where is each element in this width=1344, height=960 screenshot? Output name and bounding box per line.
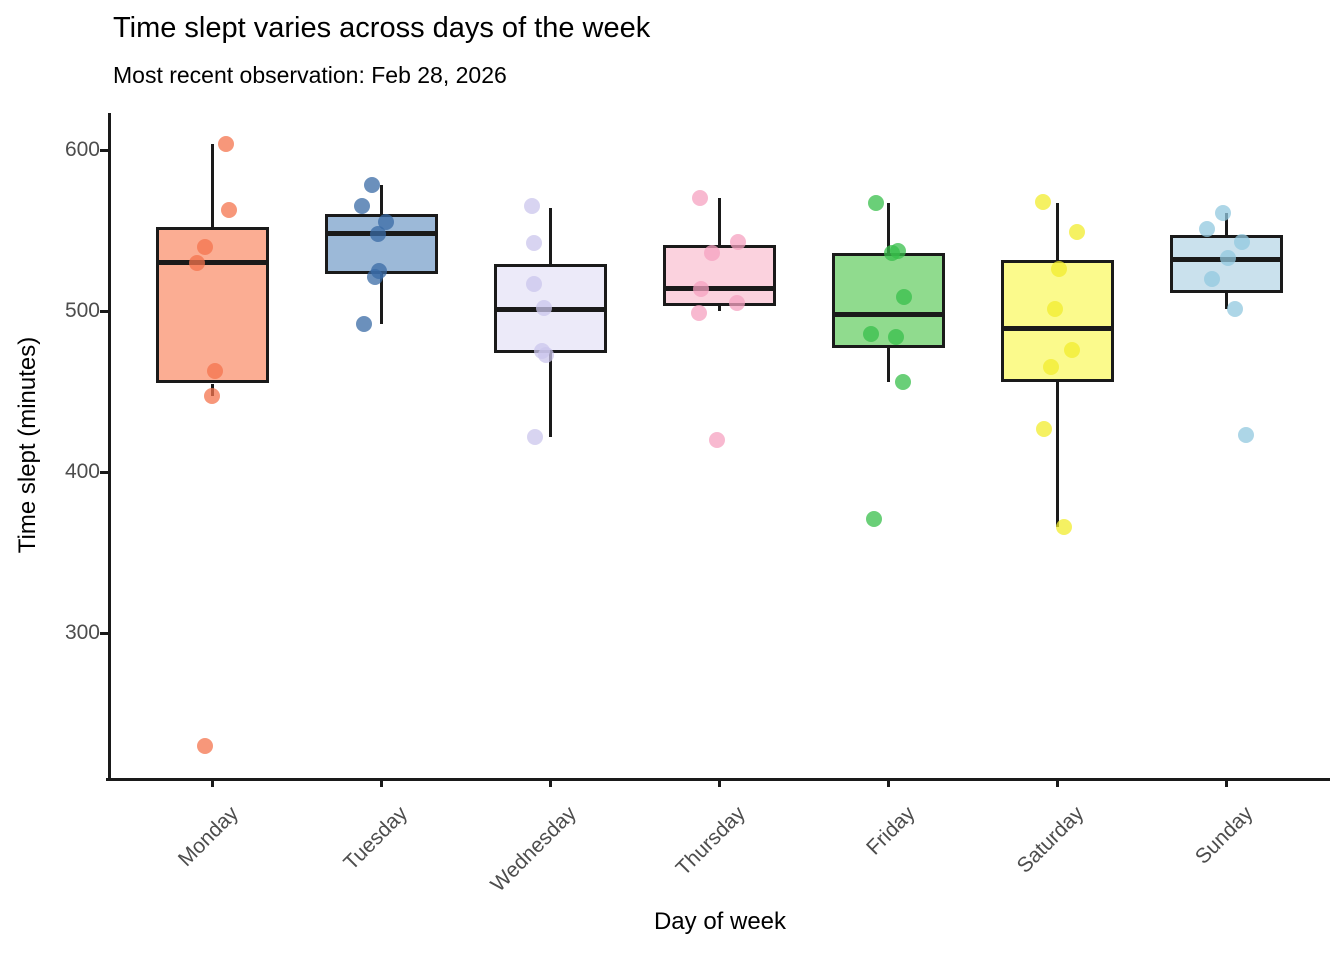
median-line [662, 286, 776, 291]
whisker-upper [379, 185, 383, 215]
whisker-upper [210, 143, 214, 228]
jitter-point [888, 328, 904, 345]
jitter-point [204, 388, 220, 405]
x-tick-label-text: Friday [861, 802, 920, 860]
jitter-point [896, 288, 912, 305]
jitter-point [1035, 193, 1051, 210]
whisker-upper [1224, 212, 1228, 236]
jitter-point [704, 245, 720, 262]
whisker-lower [886, 348, 890, 382]
jitter-point [1064, 341, 1080, 358]
jitter-point [1036, 420, 1052, 437]
jitter-point [526, 235, 542, 252]
jitter-point [367, 269, 383, 286]
whisker-lower [717, 306, 721, 312]
jitter-point [370, 225, 386, 242]
jitter-point [354, 198, 370, 215]
jitter-point [1227, 301, 1243, 318]
y-tick-label: 600 [64, 138, 100, 162]
jitter-point [356, 315, 372, 332]
x-tick-label-text: Sunday [1190, 802, 1258, 869]
jitter-point [868, 195, 884, 212]
jitter-point [1234, 233, 1250, 250]
x-tick-mark [379, 778, 383, 787]
jitter-point [207, 362, 223, 379]
median-line [831, 311, 945, 317]
jitter-point [884, 245, 900, 262]
y-tick-mark [100, 148, 108, 152]
x-tick-mark [210, 778, 214, 787]
jitter-point [1220, 249, 1236, 266]
y-tick-mark [100, 631, 108, 635]
jitter-point [1199, 220, 1215, 237]
plot-area: 300 400 500 600 Monday Tuesday Wednesday Thursd… [65, 113, 1330, 896]
jitter-point [524, 198, 540, 215]
x-tick-mark [886, 778, 890, 787]
whisker-lower [1055, 381, 1059, 527]
y-tick-label: 500 [64, 299, 100, 323]
y-axis-line [108, 113, 111, 781]
jitter-point [1051, 261, 1067, 278]
chart-title: Time slept varies across days of the wee… [113, 12, 651, 44]
jitter-point [1204, 270, 1220, 287]
jitter-point [364, 177, 380, 194]
boxplot-box-friday [831, 253, 945, 349]
jitter-point [693, 280, 709, 297]
y-axis-title: Time slept (minutes) [14, 336, 41, 554]
jitter-point [221, 201, 237, 218]
jitter-point [1238, 427, 1254, 444]
jitter-point [895, 373, 911, 390]
x-tick-label-text: Tuesday [339, 802, 413, 875]
jitter-point [536, 299, 552, 316]
whisker-lower [548, 352, 552, 437]
jitter-point [730, 233, 746, 250]
whisker-upper [548, 208, 552, 265]
boxplot-box-thursday [662, 245, 776, 307]
x-tick-mark [1224, 778, 1228, 787]
jitter-point [866, 510, 882, 527]
x-tick-mark [717, 778, 721, 787]
jitter-point [218, 135, 234, 152]
jitter-point [1215, 204, 1231, 221]
whisker-upper [886, 203, 890, 254]
jitter-point [197, 238, 213, 255]
jitter-point [1056, 518, 1072, 535]
jitter-point [1069, 224, 1085, 241]
jitter-point [729, 295, 745, 311]
jitter-point [1047, 301, 1063, 318]
jitter-point [197, 737, 213, 754]
chart-subtitle: Most recent observation: Feb 28, 2026 [113, 62, 507, 88]
x-tick-label-text: Monday [174, 802, 244, 872]
y-tick-mark [100, 309, 108, 313]
whisker-upper [717, 198, 721, 246]
jitter-point [526, 275, 542, 292]
jitter-point [691, 304, 707, 321]
whisker-lower [379, 274, 383, 324]
y-tick-label: 400 [64, 460, 100, 484]
whisker-upper [1055, 203, 1059, 260]
jitter-point [1043, 359, 1059, 376]
x-tick-mark [1055, 778, 1059, 787]
x-tick-label-text: Thursday [672, 802, 751, 881]
x-axis-title: Day of week [653, 908, 787, 935]
x-tick-label-text: Wednesday [486, 802, 582, 897]
jitter-point [692, 190, 708, 207]
jitter-point [538, 346, 554, 363]
boxplot-box-monday [155, 227, 269, 384]
median-line [1000, 326, 1114, 332]
x-tick-label-text: Saturday [1012, 802, 1089, 878]
jitter-point [189, 254, 205, 271]
median-line [155, 260, 269, 266]
jitter-point [863, 325, 879, 342]
whisker-lower [1224, 293, 1228, 310]
y-tick-mark [100, 470, 108, 474]
y-tick-label: 300 [64, 621, 100, 645]
jitter-point [527, 428, 543, 445]
jitter-point [709, 431, 725, 448]
x-tick-mark [548, 778, 552, 787]
